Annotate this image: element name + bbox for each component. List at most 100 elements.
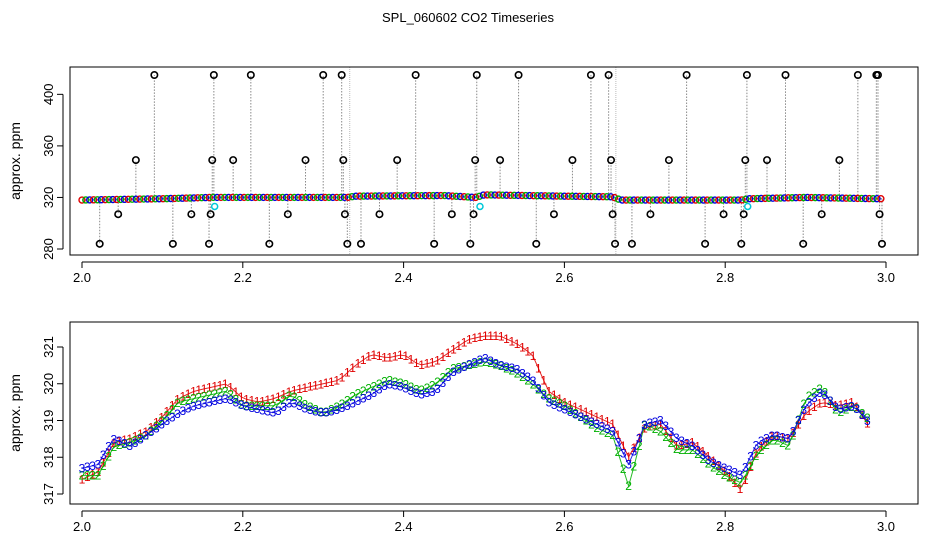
bottom-series-1-marker: 1 [110,436,117,450]
top-spike-marker [206,210,215,219]
bottom-series-1-marker: 1 [758,439,765,453]
top-baseline-marker [201,193,210,202]
bottom-series-1-marker: 1 [540,373,547,387]
bottom-x-tick-label: 2.0 [73,519,91,534]
top-baseline-marker [811,193,819,202]
top-baseline-marker [429,191,437,200]
bottom-series-1-marker: 1 [317,377,324,391]
top-spike-marker [701,239,710,248]
top-baseline-marker [194,194,202,202]
bottom-plot-area: 1111111111111111111111111111111111111111… [79,329,871,496]
bottom-series-3-marker: 3 [700,448,707,462]
bottom-series-3-marker: 3 [684,436,691,450]
bottom-series-1-marker: 1 [259,394,266,408]
bottom-series-3-marker: 3 [800,403,807,417]
top-baseline-marker [630,196,638,204]
bottom-series-3-marker: 3 [487,354,494,368]
top-baseline-marker [116,195,125,204]
bottom-series-2-marker: 2 [864,411,871,425]
top-baseline-marker [155,195,163,203]
bottom-series-1-marker: 1 [339,371,346,385]
top-baseline-marker [877,195,885,203]
bottom-series-3-marker: 3 [424,386,431,400]
bottom-series-2-marker: 2 [562,399,569,413]
bottom-series-2-marker: 2 [132,433,139,447]
top-baseline-marker [726,196,735,204]
bottom-series-3-marker: 3 [84,460,91,474]
bottom-series-1-marker: 1 [275,390,282,404]
top-baseline-marker [583,192,592,201]
top-spike-marker [472,71,481,80]
bottom-series-3-marker: 3 [254,402,261,416]
bottom-series-1-marker: 1 [519,341,526,355]
top-spike-marker [229,156,238,165]
bottom-series-3-marker: 3 [747,449,754,463]
bottom-series-3-marker: 3 [317,406,324,420]
bottom-series-2-marker: 2 [169,402,176,416]
bottom-series-1-marker: 1 [392,349,399,363]
bottom-series-3-marker: 3 [95,458,102,472]
top-baseline-marker [695,196,704,204]
bottom-series-2-marker: 2 [631,460,638,474]
bottom-series-2-marker: 2 [837,405,844,419]
bottom-series-1-marker: 1 [530,349,537,363]
top-baseline-marker [228,193,237,202]
top-spike-marker [853,71,862,80]
bottom-series-2-marker: 2 [731,473,738,487]
top-baseline-marker [502,191,511,199]
top-baseline-marker [275,193,283,202]
bottom-series-3-marker: 3 [413,386,420,400]
bottom-series-2-marker: 2 [652,422,659,436]
bottom-y-tick-label: 319 [41,410,56,432]
top-spike-marker [411,71,420,80]
bottom-series-1-marker: 1 [535,361,542,375]
top-baseline-marker [174,194,183,203]
bottom-x-tick-label: 2.6 [555,519,573,534]
bottom-series-2-marker: 2 [811,385,818,399]
top-x-tick-label: 2.0 [73,270,91,285]
bottom-y-tick-label: 318 [41,446,56,468]
top-baseline-marker [796,193,804,202]
top-spike-marker [95,239,104,248]
bottom-series-3-marker: 3 [843,401,850,415]
bottom-series-2-marker: 2 [684,443,691,457]
top-spike-marker [532,239,541,248]
bottom-series-2-marker: 2 [572,406,579,420]
bottom-series-1-marker: 1 [546,385,553,399]
bottom-series-3-marker: 3 [668,425,675,439]
top-spike-marker [469,210,478,219]
top-x-tick-label: 2.4 [395,270,413,285]
top-baseline-marker [823,194,831,202]
top-baseline-marker [699,196,708,204]
bottom-series-1-marker: 1 [742,473,749,487]
top-baseline-marker [140,195,148,203]
top-baseline-marker [379,192,387,200]
top-cyan-marker [210,202,219,211]
bottom-series-2-marker: 2 [588,417,595,431]
bottom-series-1-marker: 1 [296,382,303,396]
bottom-series-2-marker: 2 [758,443,765,457]
bottom-series-2-marker: 2 [164,408,171,422]
bottom-series-2-marker: 2 [593,421,600,435]
bottom-series-1-marker: 1 [487,329,494,343]
bottom-y-tick-label: 320 [41,373,56,395]
bottom-panel: 1111111111111111111111111111111111111111… [7,321,919,534]
top-baseline-marker [124,195,133,203]
bottom-series-3-marker: 3 [848,399,855,413]
bottom-series-3-marker: 3 [864,414,871,428]
bottom-series-3-marker: 3 [201,397,208,411]
top-plot-frame [69,66,919,256]
bottom-series-1-marker: 1 [195,383,202,397]
bottom-series-1-marker: 1 [551,388,558,402]
bottom-series-2-marker: 2 [84,469,91,483]
top-baseline-marker [537,192,545,200]
top-x-tick-label: 3.0 [877,270,895,285]
bottom-series-1-marker: 1 [84,470,91,484]
bottom-series-1-marker: 1 [737,482,744,496]
bottom-series-1-marker: 1 [450,343,457,357]
bottom-series-2-marker: 2 [700,452,707,466]
bottom-series-2-marker: 2 [859,406,866,420]
top-baseline-marker [803,193,812,202]
top-baseline-marker [491,191,499,199]
bottom-series-1-marker: 1 [577,403,584,417]
